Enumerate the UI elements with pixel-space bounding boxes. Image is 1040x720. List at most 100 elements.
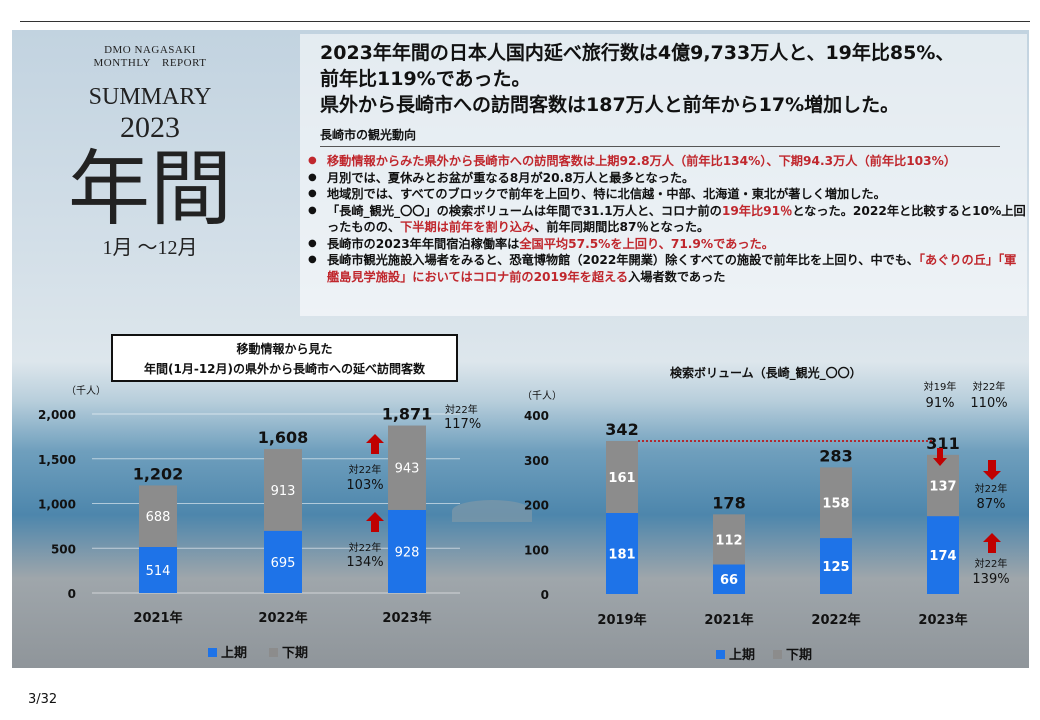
chart2-annotation-value: 139% (972, 572, 1009, 587)
bullet-occupancy: 長崎市の2023年年間宿泊稼働率は全国平均57.5%を上回り、71.9%であった… (306, 236, 1026, 253)
chart2-annotation-label: 対22年 (973, 380, 1006, 393)
chart1-title-line-1: 移動情報から見た (236, 342, 333, 356)
chart2-legend-swatch-first-half (716, 650, 725, 659)
chart2-total-label: 178 (712, 493, 745, 512)
chart1-annotation-label: 対22年 (445, 403, 478, 416)
headline-line-2: 前年比119%であった。 (320, 68, 531, 90)
chart2-total-label: 311 (926, 434, 959, 453)
header-rule (20, 21, 1030, 22)
chart2-bar-second-half (713, 514, 745, 565)
chart1-bar-second-half (264, 449, 302, 531)
page-number: 3/32 (28, 692, 58, 707)
chart2-total-label: 283 (819, 446, 852, 465)
bullet-text: 移動情報からみた県外から長崎市への訪問客数は上期92.8万人（前年比134%）、… (327, 154, 957, 168)
chart1-y-tick-label: 0 (68, 587, 76, 601)
chart1-title-box: 移動情報から見た 年間(1月-12月)の県外から長崎市への延べ訪問客数 (111, 334, 458, 382)
chart1-title-line-2: 年間(1月-12月)の県外から長崎市への延べ訪問客数 (144, 362, 425, 376)
chart1-bar-second-half (388, 425, 426, 510)
chart2-total-label: 342 (605, 420, 638, 439)
chart2-bar-first-half (927, 516, 959, 594)
bullet-list: 移動情報からみた県外から長崎市への訪問客数は上期92.8万人（前年比134%）、… (306, 153, 1026, 285)
chart2-annotation-value: 87% (977, 497, 1006, 512)
chart2-down-arrow (983, 460, 1001, 480)
chart1-y-tick-label: 500 (51, 542, 76, 556)
chart1-x-tick-label: 2023年 (382, 610, 431, 626)
chart1-total-label: 1,608 (258, 428, 309, 447)
bullet-text: 「長崎_観光_〇〇」の検索ボリュームは年間で31.1万人と、コロナ前の (327, 203, 722, 218)
chart1-y-tick-label: 1,000 (38, 498, 76, 512)
chart2-y-tick-label: 400 (524, 409, 549, 423)
chart2-annotation-label: 対22年 (975, 482, 1008, 495)
bullet-facilities: 長崎市観光施設入場者をみると、恐竜博物館（2022年開業）除くすべての施設で前年… (306, 252, 1026, 285)
bullet-regions: 地域別では、すべてのブロックで前年を上回り、特に北信越・中部、北海道・東北が著し… (306, 186, 1026, 203)
island-shape (452, 500, 532, 522)
chart2-unit-label: （千人） (522, 390, 562, 402)
chart2-x-tick-label: 2019年 (597, 612, 646, 628)
chart2-value-label-first-half: 181 (608, 548, 635, 563)
summary-label: SUMMARY (88, 84, 212, 110)
bullet-text: 長崎市観光施設入場者をみると、恐竜博物館（2022年開業）除くすべての施設で前年… (327, 253, 919, 267)
bullet-highlight: 全国平均57.5%を上回り、71.9%であった。 (519, 236, 774, 251)
chart2-title: 検索ボリューム（長崎_観光_〇〇） (670, 365, 862, 381)
year-label: 2023 (120, 111, 180, 144)
chart2-bar-first-half (713, 564, 745, 594)
chart1-annotation-value: 134% (346, 555, 383, 570)
chart2-annotation-label: 対19年 (924, 380, 957, 393)
report-title-block: DMO NAGASAKI MONTHLY REPORT SUMMARY 2023… (30, 44, 270, 260)
chart2-x-tick-label: 2023年 (918, 612, 967, 628)
chart2-legend-swatch-second-half (773, 650, 782, 659)
chart1-total-label: 1,871 (382, 405, 433, 424)
chart2-value-label-second-half: 137 (929, 479, 956, 494)
bullet-monthly: 月別では、夏休みとお盆が重なる8月が20.8万人と最多となった。 (306, 170, 1026, 187)
bullet-text: 月別では、夏休みとお盆が重なる8月が20.8万人と最多となった。 (327, 170, 695, 185)
chart2-value-label-second-half: 158 (822, 497, 849, 512)
headline: 2023年年間の日本人国内延べ旅行数は4億9,733万人と、19年比85%、 前… (320, 40, 1035, 118)
chart1-unit-label: （千人） (66, 385, 106, 397)
chart2-bar-second-half (606, 440, 638, 514)
chart2-down-arrow (933, 448, 947, 466)
bullet-highlight: 「あぐりの丘」「軍艦島見学施設」においてはコロナ前の2019年を超える (327, 253, 1017, 284)
chart1-x-tick-label: 2022年 (258, 610, 307, 626)
chart1-legend-label: 上期 (221, 646, 247, 661)
chart1-up-arrow (366, 434, 384, 454)
chart2-value-label-first-half: 125 (822, 560, 849, 575)
chart2-y-tick-label: 0 (541, 588, 549, 602)
bullet-highlight: 19年比91％ (721, 203, 793, 218)
chart1-total-label: 1,202 (133, 464, 184, 483)
chart1-legend-swatch-second-half (269, 648, 278, 657)
chart2-y-tick-label: 300 (524, 454, 549, 468)
chart1-value-label-first-half: 695 (271, 556, 296, 571)
chart1-value-label-second-half: 688 (146, 510, 171, 525)
chart1-value-label-second-half: 943 (395, 462, 420, 477)
chart1-bar-first-half (139, 546, 177, 593)
chart1-legend-label: 下期 (282, 646, 308, 661)
chart2-bar-second-half (927, 454, 959, 517)
bullet-search: 「長崎_観光_〇〇」の検索ボリュームは年間で31.1万人と、コロナ前の19年比9… (306, 203, 1026, 236)
report-label: MONTHLY REPORT (93, 57, 207, 69)
chart2-y-tick-label: 200 (524, 499, 549, 513)
chart2-annotation-value: 91% (926, 396, 955, 411)
chart2-bar-first-half (606, 513, 638, 594)
chart1-value-label-first-half: 514 (146, 564, 171, 579)
chart2-bar-first-half (820, 538, 852, 594)
period-label: 1月 ～12月 (102, 237, 198, 259)
bullet-text: となった。2022年と比較すると10%上回ったものの、 (327, 203, 1026, 235)
headline-line-1: 2023年年間の日本人国内延べ旅行数は4億9,733万人と、19年比85%、 (320, 42, 955, 64)
chart1-up-arrow (366, 512, 384, 532)
chart1-value-label-first-half: 928 (395, 545, 420, 560)
bullet-highlight: 下半期は前年を割り込み (400, 220, 535, 234)
chart2-y-tick-label: 100 (524, 543, 549, 557)
bullet-text: 入場者数であった (628, 269, 726, 284)
headline-line-3: 県外から長崎市への訪問客数は187万人と前年から17%増加した。 (320, 94, 900, 116)
chart2-annotation-label: 対22年 (975, 557, 1008, 570)
chart1-annotation-value: 117% (444, 417, 481, 432)
chart2-x-tick-label: 2022年 (811, 612, 860, 628)
chart2-legend-label: 上期 (729, 648, 755, 663)
chart2-value-label-first-half: 174 (929, 549, 956, 564)
chart1-bar-first-half (264, 530, 302, 593)
dmo-label: DMO NAGASAKI (104, 44, 196, 56)
chart1-y-tick-label: 1,500 (38, 453, 76, 467)
bullet-text: 地域別では、すべてのブロックで前年を上回り、特に北信越・中部、北海道・東北が著し… (327, 187, 886, 201)
chart1-annotation-value: 103% (346, 478, 383, 493)
chart1-annotation-label: 対22年 (349, 463, 382, 476)
